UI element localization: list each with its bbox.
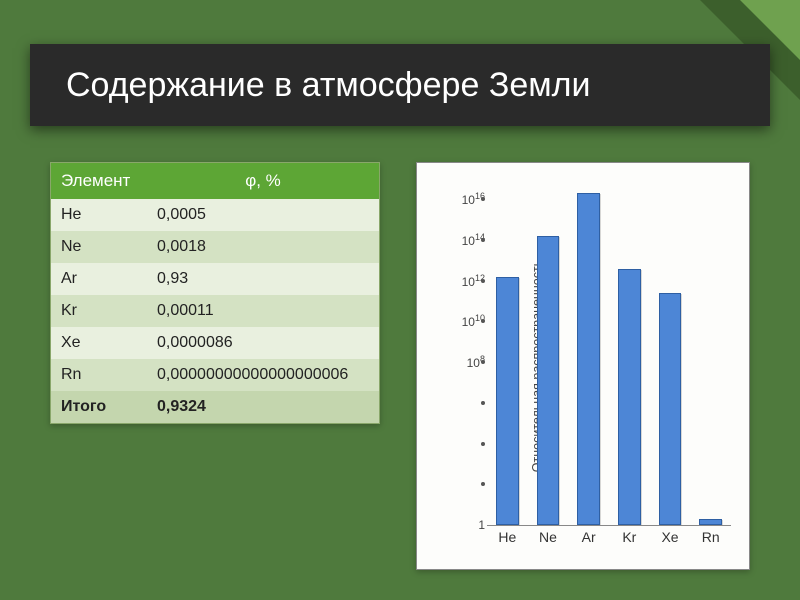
x-tick-label: Kr [622,529,636,545]
cell-element: Xe [51,327,147,359]
x-axis-labels: He Ne Ar Kr Xe Rn [487,529,731,551]
y-tick-dot [481,197,485,201]
cell-element: Ar [51,263,147,295]
cell-phi: 0,0000086 [147,327,379,359]
cell-element: Rn [51,359,147,391]
x-tick-label: Xe [661,529,678,545]
title-bar: Содержание в атмосфере Земли [30,44,770,126]
cell-phi: 0,93 [147,263,379,295]
content-area: Элемент φ, % He 0,0005 Ne 0,0018 Ar 0,93 [50,162,750,570]
col-header-element: Элемент [51,163,147,199]
bar [577,193,599,525]
bar [537,236,559,525]
bar [659,293,681,525]
bar [496,277,518,525]
y-tick-dot [481,319,485,323]
table-row-total: Итого 0,9324 [51,391,379,423]
cell-element: He [51,199,147,231]
cell-phi: 0,0018 [147,231,379,263]
bar [618,269,640,525]
cell-element: Kr [51,295,147,327]
x-tick-label: Ne [539,529,557,545]
cell-phi: 0,0005 [147,199,379,231]
table-row: Ar 0,93 [51,263,379,295]
y-tick-dot [481,360,485,364]
cell-total-value: 0,9324 [147,391,379,423]
table-row: Kr 0,00011 [51,295,379,327]
y-tick-dot [481,279,485,283]
x-tick-label: He [498,529,516,545]
cell-total-label: Итого [51,391,147,423]
x-tick-label: Rn [702,529,720,545]
table-row: He 0,0005 [51,199,379,231]
table-row: Rn 0,00000000000000000006 [51,359,379,391]
cell-element: Ne [51,231,147,263]
y-tick-dot [481,401,485,405]
table-row: Ne 0,0018 [51,231,379,263]
composition-table: Элемент φ, % He 0,0005 Ne 0,0018 Ar 0,93 [50,162,380,424]
y-tick-dot [481,238,485,242]
cell-phi: 0,00011 [147,295,379,327]
y-tick-dot [481,482,485,486]
col-header-phi: φ, % [147,163,379,199]
cell-phi: 0,00000000000000000006 [147,359,379,391]
page-title: Содержание в атмосфере Земли [66,66,590,105]
table-row: Xe 0,0000086 [51,327,379,359]
y-axis-labels: 10810101012101410161 [453,179,485,525]
y-tick-dot [481,442,485,446]
x-axis-line [487,525,731,526]
chart-plot-area [487,179,731,525]
abundance-chart: Относительная распространенность 1081010… [416,162,750,570]
y-tick-label: 1 [478,518,485,532]
x-tick-label: Ar [582,529,596,545]
